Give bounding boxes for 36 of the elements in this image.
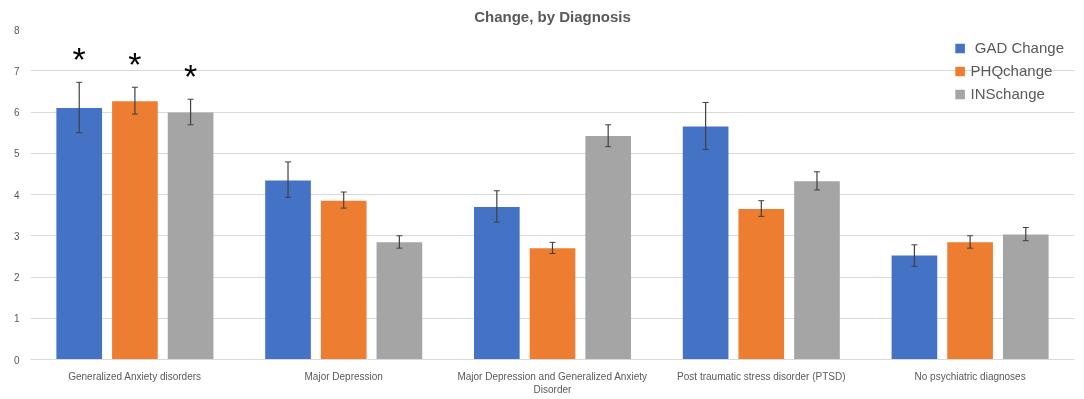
bar (682, 126, 729, 360)
y-tick-label: 7 (13, 65, 20, 77)
annotation: * (128, 45, 142, 84)
bar (1002, 234, 1049, 360)
bar (891, 255, 938, 360)
bar (585, 135, 632, 360)
bar (529, 248, 576, 360)
chart-title: Change, by Diagnosis (474, 7, 631, 25)
y-tick-label: 8 (13, 24, 20, 36)
x-tick-label: Major Depression (304, 370, 383, 382)
y-tick-label: 1 (13, 313, 20, 325)
bar (112, 101, 158, 360)
x-tick-label: Generalized Anxiety disorders (68, 370, 202, 382)
x-tick-label: Major Depression and Generalized Anxiety Disorder (457, 370, 647, 395)
y-tick-label: 0 (13, 354, 20, 366)
bar (320, 200, 367, 360)
x-tick-label: No psychiatric diagnoses (914, 370, 1026, 382)
y-tick-label: 4 (13, 189, 20, 201)
annotation: * (72, 40, 86, 79)
bar (947, 242, 993, 360)
bar (56, 107, 103, 360)
bar (473, 206, 520, 360)
annotation: * (183, 57, 198, 96)
y-tick-label: 6 (13, 107, 20, 118)
bar (167, 112, 214, 360)
bar (794, 181, 840, 360)
bar (265, 180, 311, 360)
legend-label: INSchange (970, 85, 1045, 102)
y-tick-label: 3 (13, 230, 20, 242)
bar (376, 242, 423, 360)
x-tick-label: Post traumatic stress disorder (PTSD) (677, 370, 846, 382)
legend-label: PHQchange (970, 62, 1053, 79)
legend-label: GAD Change (973, 39, 1064, 56)
y-tick-label: 2 (13, 272, 20, 283)
bar (738, 208, 785, 360)
y-tick-label: 5 (13, 148, 20, 160)
